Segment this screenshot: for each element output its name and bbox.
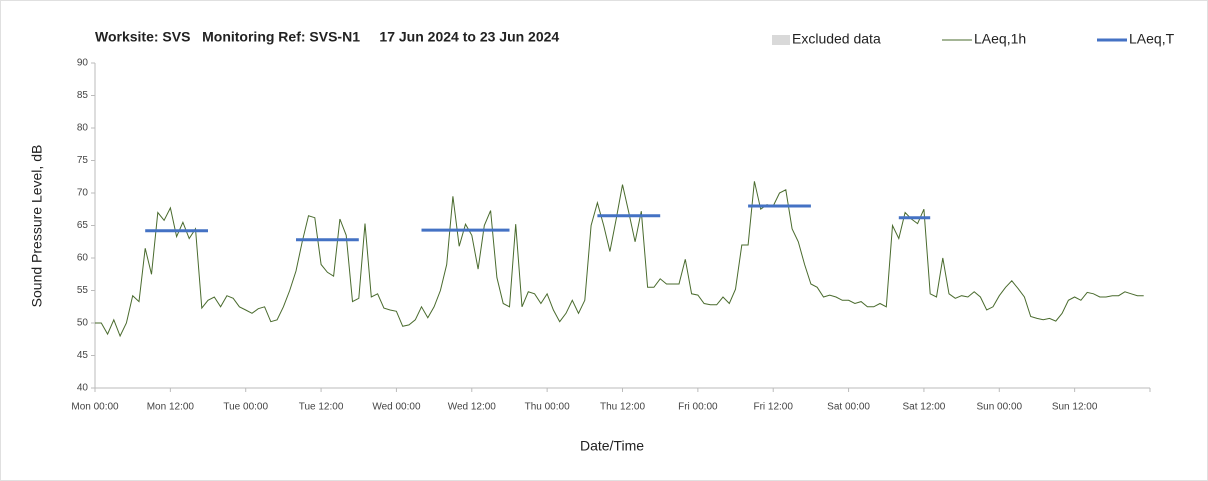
x-tick-label: Thu 00:00	[525, 402, 570, 413]
y-axis-label: Sound Pressure Level, dB	[29, 145, 45, 308]
chart-title: Worksite: SVS Monitoring Ref: SVS-N1 17 …	[95, 29, 559, 45]
x-tick-label: Wed 12:00	[448, 402, 497, 413]
x-tick-label: Fri 00:00	[678, 402, 718, 413]
x-tick-label: Sat 00:00	[827, 402, 870, 413]
x-tick-label: Thu 12:00	[600, 402, 645, 413]
x-tick-label: Fri 12:00	[753, 402, 793, 413]
legend-label: LAeq,T	[1129, 31, 1175, 47]
legend-label: Excluded data	[792, 31, 881, 47]
legend-label: LAeq,1h	[974, 31, 1026, 47]
y-tick-label: 85	[77, 90, 89, 101]
y-tick-label: 90	[77, 58, 89, 69]
x-tick-label: Sun 00:00	[976, 402, 1022, 413]
y-tick-label: 80	[77, 123, 89, 134]
x-axis-label: Date/Time	[580, 438, 644, 454]
x-tick-label: Tue 12:00	[299, 402, 344, 413]
y-tick-label: 75	[77, 155, 89, 166]
y-tick-label: 45	[77, 350, 89, 361]
y-tick-label: 70	[77, 188, 89, 199]
y-tick-label: 40	[77, 383, 89, 394]
x-tick-label: Mon 12:00	[147, 402, 195, 413]
x-tick-label: Tue 00:00	[223, 402, 268, 413]
x-tick-label: Mon 00:00	[71, 402, 119, 413]
x-tick-label: Sat 12:00	[903, 402, 946, 413]
legend-swatch	[772, 35, 790, 45]
series-line	[145, 204, 931, 242]
series-line	[95, 181, 1144, 338]
x-tick-label: Wed 00:00	[372, 402, 421, 413]
y-tick-label: 50	[77, 318, 89, 329]
x-tick-label: Sun 12:00	[1052, 402, 1098, 413]
y-tick-label: 55	[77, 285, 89, 296]
y-tick-label: 60	[77, 253, 89, 264]
y-tick-label: 65	[77, 220, 89, 231]
